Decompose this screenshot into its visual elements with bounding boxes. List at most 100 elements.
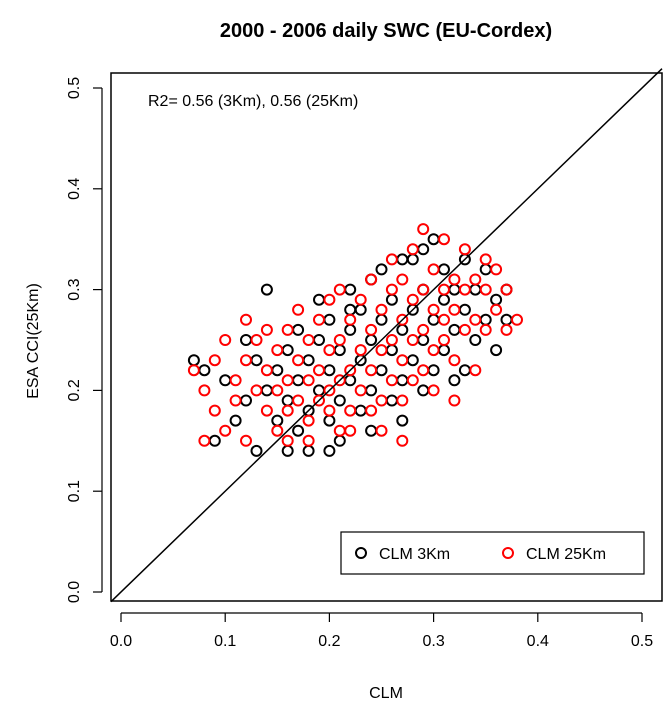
point-clm-3km-75 <box>396 253 409 266</box>
point-clm-25km-91 <box>479 323 492 336</box>
point-clm-25km-10 <box>240 354 252 367</box>
point-clm-3km-32 <box>344 283 357 296</box>
reference-line <box>110 68 663 603</box>
chart-title: 2000 - 2006 daily SWC (EU-Cordex) <box>220 20 552 42</box>
point-clm-3km-57 <box>438 344 450 357</box>
point-clm-3km-11 <box>271 414 284 427</box>
point-clm-3km-70 <box>490 344 503 357</box>
point-clm-3km-24 <box>323 414 336 427</box>
point-clm-3km-10 <box>260 384 273 397</box>
point-clm-25km-36 <box>323 344 336 357</box>
point-clm-3km-23 <box>313 293 325 306</box>
point-clm-3km-8 <box>250 354 263 367</box>
point-clm-25km-47 <box>354 344 367 357</box>
point-clm-25km-53 <box>375 394 388 407</box>
point-clm-3km-45 <box>396 374 409 387</box>
point-clm-3km-44 <box>385 293 398 306</box>
point-clm-25km-7 <box>229 374 242 387</box>
point-clm-3km-33 <box>354 404 367 417</box>
point-clm-3km-17 <box>292 323 305 336</box>
point-clm-25km-76 <box>427 303 440 316</box>
point-clm-3km-59 <box>438 263 450 276</box>
point-clm-3km-47 <box>396 414 409 427</box>
point-clm-25km-88 <box>458 243 471 256</box>
point-clm-25km-4 <box>208 404 221 417</box>
x-axis: 0.0 0.1 0.2 0.3 0.4 0.5 <box>110 612 653 650</box>
point-clm-25km-40 <box>333 334 346 346</box>
point-clm-25km-67 <box>406 334 419 346</box>
point-clm-25km-98 <box>511 313 523 326</box>
point-clm-3km-40 <box>375 313 388 326</box>
point-clm-3km-71 <box>500 313 513 326</box>
point-clm-3km-12 <box>271 364 284 377</box>
point-clm-25km-75 <box>427 344 440 357</box>
point-clm-25km-57 <box>385 374 398 387</box>
point-clm-25km-96 <box>500 283 513 296</box>
point-clm-25km-94 <box>490 303 503 316</box>
legend-label-clm-3km: CLM 3Km <box>379 546 450 563</box>
point-clm-3km-51 <box>417 384 430 397</box>
point-clm-3km-5 <box>240 334 252 346</box>
point-clm-25km-63 <box>396 313 409 326</box>
point-clm-25km-62 <box>396 354 409 367</box>
point-clm-25km-1 <box>198 384 211 397</box>
point-clm-25km-34 <box>323 404 336 417</box>
point-clm-25km-33 <box>313 313 325 326</box>
point-clm-3km-7 <box>250 444 263 457</box>
point-clm-25km-61 <box>396 394 409 407</box>
point-clm-3km-15 <box>292 424 305 437</box>
point-clm-3km-2 <box>208 434 221 447</box>
point-clm-25km-48 <box>354 293 367 306</box>
point-clm-3km-9 <box>260 283 273 296</box>
point-clm-25km-90 <box>469 273 482 286</box>
point-clm-25km-72 <box>417 283 430 296</box>
point-clm-25km-19 <box>271 344 284 357</box>
x-tick-label-3: 0.3 <box>422 633 444 650</box>
point-clm-25km-50 <box>365 364 378 377</box>
point-clm-3km-28 <box>333 344 346 357</box>
point-clm-25km-37 <box>323 293 336 306</box>
point-clm-25km-55 <box>375 303 388 316</box>
point-clm-25km-18 <box>271 384 284 397</box>
point-clm-25km-86 <box>458 323 471 336</box>
point-clm-25km-0 <box>187 364 200 377</box>
point-clm-3km-74 <box>417 243 430 256</box>
point-clm-25km-45 <box>344 424 357 437</box>
point-clm-25km-74 <box>427 384 440 397</box>
y-tick-label-4: 0.4 <box>66 178 83 200</box>
point-clm-25km-56 <box>375 424 388 437</box>
point-clm-25km-14 <box>260 404 273 417</box>
point-clm-3km-54 <box>427 364 440 377</box>
point-clm-3km-41 <box>375 263 388 276</box>
point-clm-25km-68 <box>406 293 419 306</box>
point-clm-25km-6 <box>219 424 232 437</box>
point-clm-3km-43 <box>385 344 398 357</box>
point-clm-25km-28 <box>302 374 315 387</box>
point-clm-3km-30 <box>344 374 357 387</box>
x-tick-label-4: 0.4 <box>527 633 549 650</box>
point-clm-25km-93 <box>479 253 492 266</box>
y-tick-label-5: 0.5 <box>66 77 83 99</box>
legend-box <box>340 531 645 575</box>
legend-label-clm-25km: CLM 25Km <box>526 546 606 563</box>
point-clm-25km-3 <box>208 354 221 367</box>
point-clm-25km-31 <box>313 394 325 407</box>
y-axis: 0.0 0.1 0.2 0.3 0.4 0.5 <box>66 77 103 603</box>
point-clm-3km-50 <box>406 253 419 266</box>
x-tick-label-5: 0.5 <box>631 633 653 650</box>
y-tick-label-2: 0.2 <box>66 379 83 401</box>
point-clm-25km-13 <box>250 334 263 346</box>
point-clm-3km-69 <box>490 293 503 306</box>
point-clm-25km-12 <box>250 384 263 397</box>
point-clm-3km-60 <box>448 323 461 336</box>
point-clm-3km-6 <box>240 394 252 407</box>
point-clm-3km-19 <box>302 354 315 367</box>
point-clm-3km-42 <box>385 394 398 407</box>
point-clm-25km-99 <box>469 364 482 377</box>
point-clm-3km-67 <box>479 313 492 326</box>
point-clm-3km-35 <box>354 303 367 316</box>
point-clm-25km-32 <box>313 364 325 377</box>
point-clm-25km-49 <box>365 404 378 417</box>
point-clm-3km-1 <box>198 364 211 377</box>
